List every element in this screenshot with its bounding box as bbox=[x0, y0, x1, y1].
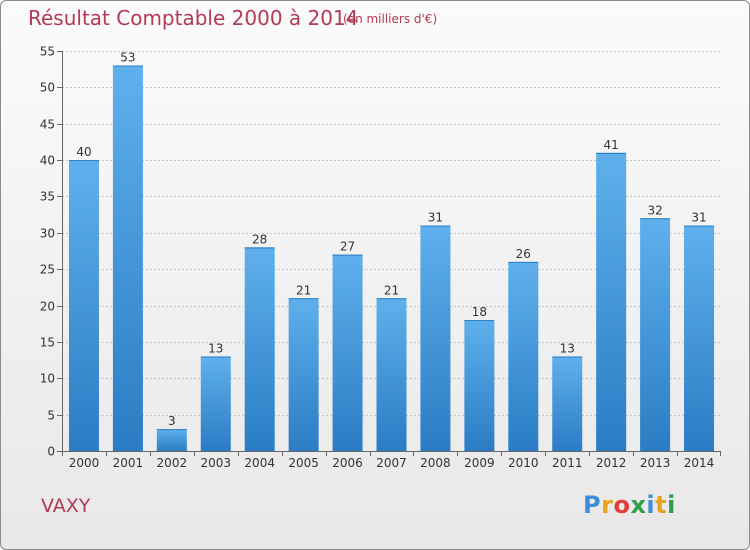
bar-2001 bbox=[112, 65, 143, 451]
label-layer: 40 53 3 13 28 21 27 21 31 18 26 13 41 32 31 bbox=[76, 51, 706, 429]
x-tick-label-2007: 2007 bbox=[376, 456, 407, 470]
bar-2004 bbox=[244, 247, 275, 451]
logo-letter: P bbox=[583, 491, 602, 519]
x-tick-label-2013: 2013 bbox=[640, 456, 671, 470]
bar-2013 bbox=[640, 218, 671, 451]
value-label-2010: 26 bbox=[516, 247, 531, 261]
bar-2009 bbox=[464, 320, 495, 451]
value-label-2009: 18 bbox=[472, 305, 487, 319]
y-tick-label: 25 bbox=[40, 263, 55, 277]
value-label-2012: 41 bbox=[604, 138, 619, 152]
y-tick-label: 20 bbox=[40, 300, 55, 314]
y-tick-label: 30 bbox=[40, 227, 55, 241]
value-label-2013: 32 bbox=[647, 203, 662, 217]
y-tick-label: 40 bbox=[40, 154, 55, 168]
logo-letter: i bbox=[667, 491, 676, 519]
value-label-2008: 31 bbox=[428, 211, 443, 225]
value-label-2011: 13 bbox=[560, 341, 575, 355]
logo-letter: t bbox=[655, 491, 668, 519]
y-tick-label: 50 bbox=[40, 81, 55, 95]
x-tick-label-2011: 2011 bbox=[552, 456, 583, 470]
y-tick-label: 10 bbox=[40, 372, 55, 386]
y-tick-label: 15 bbox=[40, 336, 55, 350]
value-label-2005: 21 bbox=[296, 283, 311, 297]
commune-name: VAXY bbox=[41, 495, 91, 517]
y-tick-label: 35 bbox=[40, 190, 55, 204]
x-tick-label-2008: 2008 bbox=[420, 456, 451, 470]
x-tick-label-2014: 2014 bbox=[684, 456, 715, 470]
value-label-2007: 21 bbox=[384, 283, 399, 297]
proxiti-logo: Proxiti bbox=[583, 491, 676, 519]
value-label-2003: 13 bbox=[208, 341, 223, 355]
bar-2002 bbox=[156, 429, 187, 451]
bar-2008 bbox=[420, 225, 451, 451]
x-tick-label-2005: 2005 bbox=[288, 456, 319, 470]
x-tick-label-2003: 2003 bbox=[200, 456, 231, 470]
x-tick-label-2009: 2009 bbox=[464, 456, 495, 470]
bar-layer bbox=[68, 65, 715, 451]
bar-2010 bbox=[508, 261, 539, 451]
value-label-2006: 27 bbox=[340, 240, 355, 254]
y-tick-label: 5 bbox=[47, 409, 55, 423]
value-label-2002: 3 bbox=[168, 414, 176, 428]
x-tick-label-2002: 2002 bbox=[157, 456, 188, 470]
bar-2012 bbox=[596, 152, 627, 451]
bar-2011 bbox=[552, 356, 583, 451]
bar-2000 bbox=[68, 160, 99, 451]
y-tick-label: 45 bbox=[40, 118, 55, 132]
x-tick-label-2010: 2010 bbox=[508, 456, 539, 470]
x-tick-label-2004: 2004 bbox=[244, 456, 275, 470]
axis-layer: 0 5 10 15 20 25 30 35 40 45 50 55 2000 2001 2002 2003 20… bbox=[40, 45, 721, 470]
logo-letter: x bbox=[630, 491, 647, 519]
bar-2014 bbox=[684, 225, 715, 451]
bar-2007 bbox=[376, 298, 407, 451]
chart-title: Résultat Comptable 2000 à 2014 bbox=[28, 6, 359, 30]
x-tick-label-2001: 2001 bbox=[113, 456, 144, 470]
logo-letter: i bbox=[646, 491, 656, 519]
chart-subtitle: (en milliers d'€) bbox=[343, 12, 438, 26]
value-label-2001: 53 bbox=[120, 51, 135, 65]
bar-2006 bbox=[332, 254, 363, 451]
y-tick-label: 55 bbox=[40, 45, 55, 59]
x-tick-label-2006: 2006 bbox=[332, 456, 363, 470]
y-tick-label: 0 bbox=[47, 445, 55, 459]
logo-letter: o bbox=[613, 491, 631, 519]
logo-letter: r bbox=[601, 491, 614, 519]
value-label-2014: 31 bbox=[691, 211, 706, 225]
x-tick-label-2000: 2000 bbox=[69, 456, 100, 470]
value-label-2004: 28 bbox=[252, 232, 267, 246]
bar-2005 bbox=[288, 298, 319, 451]
bar-2003 bbox=[200, 356, 231, 451]
x-tick-label-2012: 2012 bbox=[596, 456, 627, 470]
value-label-2000: 40 bbox=[76, 145, 91, 159]
